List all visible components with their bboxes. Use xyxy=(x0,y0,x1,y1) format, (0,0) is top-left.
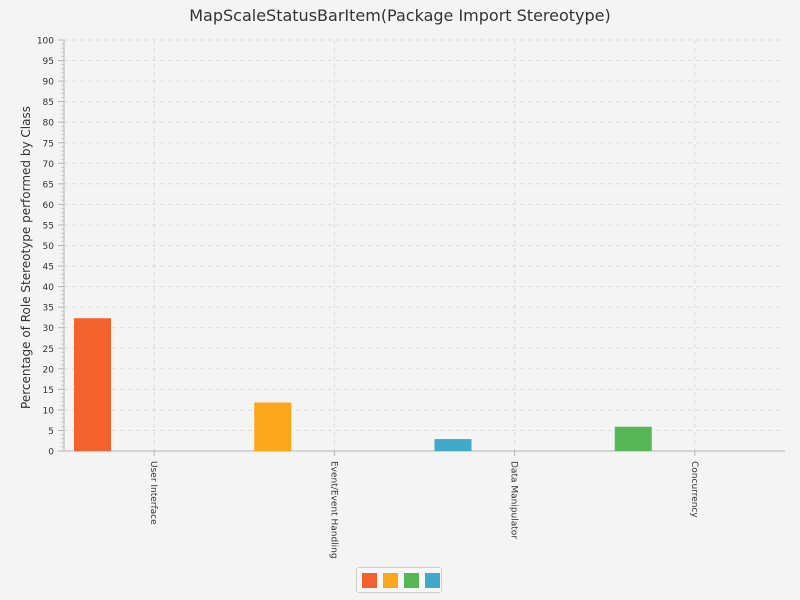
y-tick-label: 15 xyxy=(43,386,54,396)
y-tick-label: 95 xyxy=(43,57,54,67)
y-tick-label: 45 xyxy=(43,263,54,273)
bar-1 xyxy=(74,318,111,451)
y-tick-label: 80 xyxy=(43,119,55,129)
y-tick-label: 35 xyxy=(43,304,54,314)
y-tick-label: 25 xyxy=(43,345,54,355)
labels: 0 5 10 15 20 25 30 35 40 45 50 55 60 65 70 75 80 85 90 95 10… xyxy=(19,37,699,559)
legend-swatch-3 xyxy=(404,573,419,588)
y-tick-label: 85 xyxy=(43,98,54,108)
y-tick-label: 90 xyxy=(43,78,55,88)
x-tick-label: Concurrency xyxy=(689,461,699,518)
x-tick-label: Data Manipulator xyxy=(509,461,519,539)
y-tick-label: 5 xyxy=(48,427,54,437)
bars xyxy=(74,318,652,451)
chart-title: MapScaleStatusBarItem(Package Import Ste… xyxy=(189,6,611,25)
bar-2 xyxy=(254,402,292,451)
y-tick-label: 0 xyxy=(48,448,54,458)
legend-swatch-2 xyxy=(383,573,398,588)
y-axis-title: Percentage of Role Stereotype performed … xyxy=(19,106,33,409)
y-tick-label: 55 xyxy=(43,221,54,231)
y-tick-label: 70 xyxy=(43,160,55,170)
y-tick-label: 100 xyxy=(37,37,54,47)
y-tick-label: 65 xyxy=(43,180,54,190)
y-tick-label: 20 xyxy=(43,365,55,375)
x-tick-label: User Interface xyxy=(148,461,158,525)
legend-swatch-4 xyxy=(425,573,440,588)
grid-lines xyxy=(64,39,785,451)
bar-4 xyxy=(614,426,652,451)
y-tick-label: 50 xyxy=(43,242,55,252)
bar-3 xyxy=(434,439,472,451)
legend-swatch-1 xyxy=(362,573,377,588)
y-tick-label: 30 xyxy=(43,324,55,334)
y-tick-label: 10 xyxy=(43,406,55,416)
y-tick-label: 75 xyxy=(43,139,54,149)
y-tick-label: 60 xyxy=(43,201,55,211)
axes xyxy=(58,39,785,456)
y-tick-label: 40 xyxy=(43,283,55,293)
x-tick-label: Event/Event Handling xyxy=(328,461,338,559)
legend xyxy=(356,567,442,593)
